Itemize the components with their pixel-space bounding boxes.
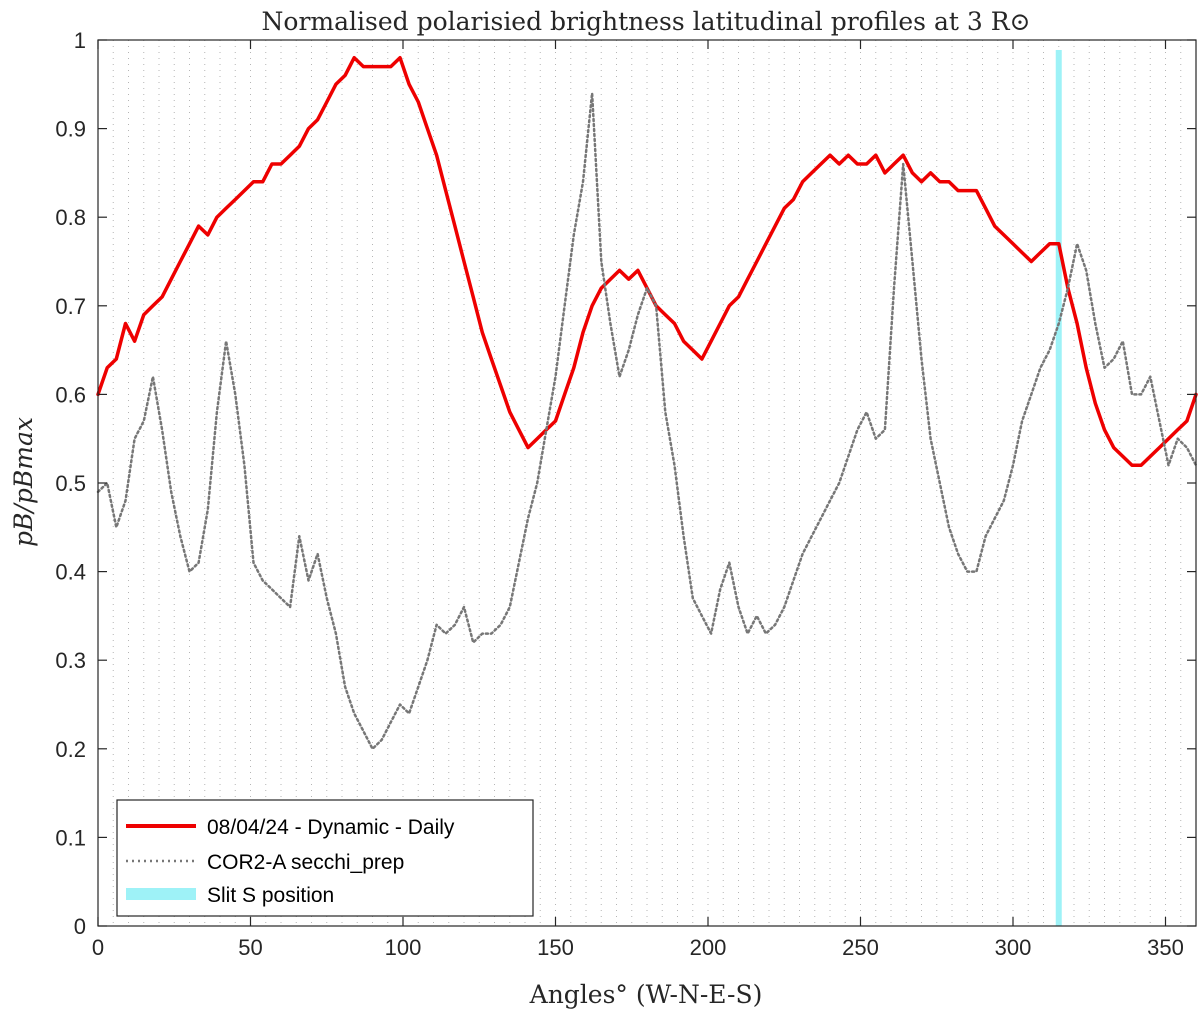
x-tick-label: 50 — [238, 935, 262, 960]
legend: 08/04/24 - Dynamic - Daily COR2-A secchi… — [116, 799, 534, 917]
x-axis-label: Angles° (W-N-E-S) — [529, 980, 763, 1009]
y-tick-label: 0 — [74, 914, 86, 939]
x-tick-label: 0 — [92, 935, 104, 960]
chart-title: Normalised polarisied brightness latitud… — [262, 7, 1031, 36]
legend-entry-cor2a: COR2-A secchi_prep — [207, 851, 404, 874]
y-tick-label: 1 — [74, 28, 86, 53]
y-tick-label: 0.3 — [55, 648, 86, 673]
y-axis-label: pB/pBmax — [9, 417, 38, 547]
x-tick-label: 200 — [690, 935, 727, 960]
y-tick-label: 0.1 — [55, 825, 86, 850]
x-tick-label: 250 — [842, 935, 879, 960]
axes: 0 50 100 150 200 250 300 350 0 0.1 0.2 0.3 0.4 0.5 0.6… — [55, 28, 1197, 960]
x-tick-label: 150 — [537, 935, 574, 960]
y-tick-label: 0.2 — [55, 737, 86, 762]
legend-entry-dynamic-daily: 08/04/24 - Dynamic - Daily — [207, 816, 455, 839]
y-tick-label: 0.4 — [55, 560, 86, 585]
vertical-grid — [112, 40, 1182, 926]
x-tick-label: 100 — [385, 935, 422, 960]
legend-entry-slit: Slit S position — [207, 884, 334, 907]
y-tick-label: 0.9 — [55, 117, 86, 142]
x-tick-label: 350 — [1147, 935, 1184, 960]
y-tick-label: 0.5 — [55, 471, 86, 496]
plot-area-series — [96, 50, 1198, 926]
y-tick-label: 0.6 — [55, 382, 86, 407]
y-tick-label: 0.7 — [55, 294, 86, 319]
cor2a-dotted-line — [96, 91, 1198, 751]
y-tick-label: 0.8 — [55, 205, 86, 230]
x-tick-label: 300 — [995, 935, 1032, 960]
